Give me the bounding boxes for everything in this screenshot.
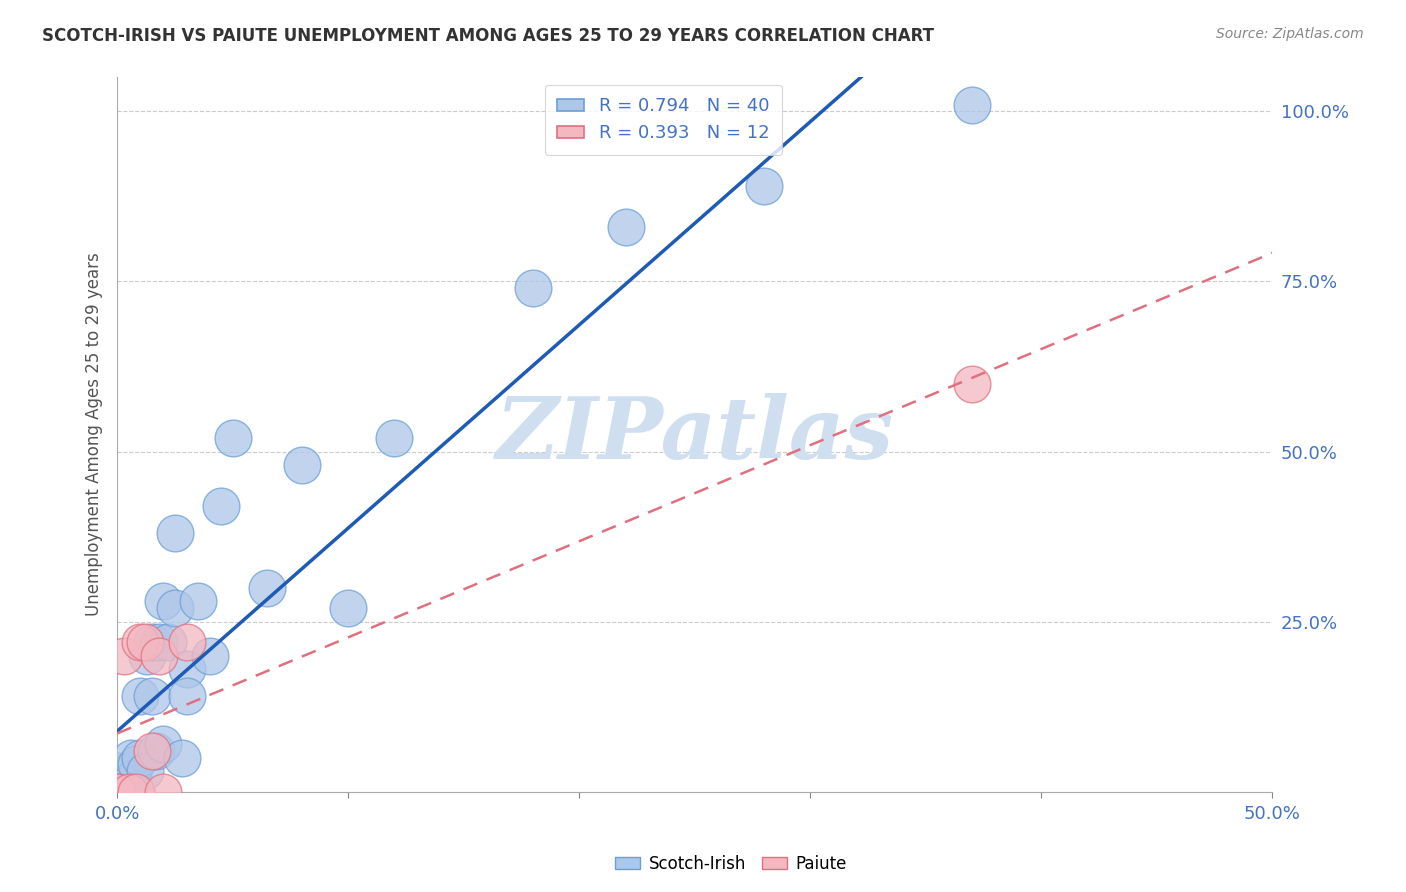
Point	[105, 784, 128, 798]
Text: Source: ZipAtlas.com: Source: ZipAtlas.com	[1216, 27, 1364, 41]
Point	[384, 431, 406, 445]
Point	[176, 635, 198, 649]
Point	[111, 771, 134, 785]
Point	[148, 635, 170, 649]
Point	[152, 784, 174, 798]
Point	[105, 764, 128, 779]
Point	[141, 635, 163, 649]
Point	[752, 179, 775, 194]
Point	[614, 220, 637, 235]
Point	[176, 662, 198, 676]
Point	[209, 499, 232, 513]
Point	[105, 778, 128, 792]
Point	[198, 648, 221, 663]
Point	[291, 458, 314, 472]
Point	[522, 281, 544, 295]
Point	[105, 771, 128, 785]
Point	[124, 784, 146, 798]
Point	[157, 635, 180, 649]
Point	[337, 601, 360, 615]
Point	[122, 771, 145, 785]
Point	[141, 690, 163, 704]
Point	[152, 594, 174, 608]
Point	[124, 784, 146, 798]
Point	[176, 690, 198, 704]
Point	[136, 648, 159, 663]
Point	[105, 784, 128, 798]
Point	[145, 744, 167, 758]
Legend: R = 0.794   N = 40, R = 0.393   N = 12: R = 0.794 N = 40, R = 0.393 N = 12	[544, 85, 782, 155]
Point	[129, 690, 152, 704]
Point	[134, 635, 156, 649]
Legend: Scotch-Irish, Paiute: Scotch-Irish, Paiute	[609, 848, 853, 880]
Point	[170, 750, 193, 764]
Text: SCOTCH-IRISH VS PAIUTE UNEMPLOYMENT AMONG AGES 25 TO 29 YEARS CORRELATION CHART: SCOTCH-IRISH VS PAIUTE UNEMPLOYMENT AMON…	[42, 27, 934, 45]
Point	[134, 764, 156, 779]
Point	[163, 601, 186, 615]
Point	[256, 581, 278, 595]
Point	[115, 778, 138, 792]
Text: ZIPatlas: ZIPatlas	[496, 392, 894, 476]
Point	[120, 750, 142, 764]
Y-axis label: Unemployment Among Ages 25 to 29 years: Unemployment Among Ages 25 to 29 years	[86, 252, 103, 616]
Point	[129, 635, 152, 649]
Point	[129, 750, 152, 764]
Point	[163, 526, 186, 541]
Point	[222, 431, 245, 445]
Point	[112, 648, 135, 663]
Point	[960, 97, 983, 112]
Point	[118, 764, 141, 779]
Point	[187, 594, 209, 608]
Point	[960, 376, 983, 391]
Point	[112, 784, 135, 798]
Point	[105, 784, 128, 798]
Point	[118, 784, 141, 798]
Point	[152, 737, 174, 751]
Point	[141, 744, 163, 758]
Point	[124, 757, 146, 772]
Point	[148, 648, 170, 663]
